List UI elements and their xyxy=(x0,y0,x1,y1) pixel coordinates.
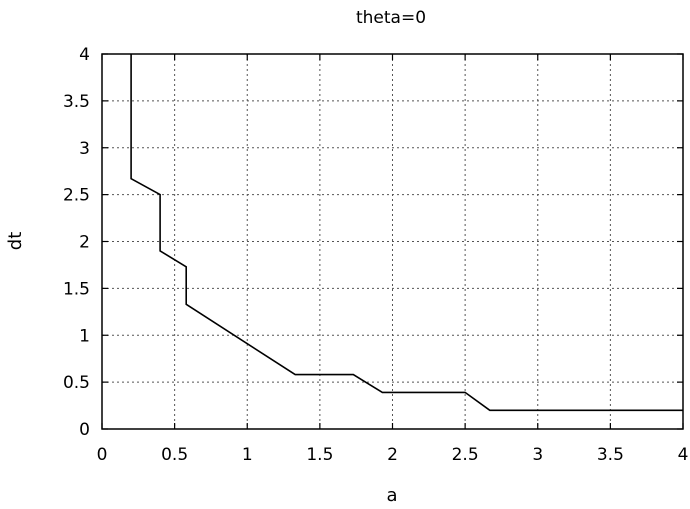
x-tick-label: 1 xyxy=(242,445,253,465)
grid xyxy=(102,54,683,429)
x-tick-label: 2.5 xyxy=(452,445,479,465)
x-tick-label: 1.5 xyxy=(306,445,333,465)
x-tick-label: 4 xyxy=(678,445,689,465)
y-tick-label: 1.5 xyxy=(63,279,90,299)
y-tick-label: 0.5 xyxy=(63,373,90,393)
x-tick-label: 3.5 xyxy=(597,445,624,465)
x-tick-label: 0.5 xyxy=(161,445,188,465)
x-tick-label: 0 xyxy=(97,445,108,465)
plot-frame xyxy=(101,53,684,430)
x-tick-label: 3 xyxy=(532,445,543,465)
x-axis-label: a xyxy=(386,485,397,506)
y-tick-label: 2.5 xyxy=(63,186,90,206)
series-layer xyxy=(130,54,683,412)
series-line xyxy=(130,54,683,412)
axis-ticks: 0 0.5 1 1.5 2 2.5 3 3.5 4 0 0.5 1 1.5 2 2.5 3 3.5 4 xyxy=(63,45,688,465)
y-axis-label: dt xyxy=(5,232,26,250)
y-tick-label: 3 xyxy=(79,139,90,159)
y-tick-label: 2 xyxy=(79,233,90,253)
x-tick-label: 2 xyxy=(387,445,398,465)
y-tick-label: 3.5 xyxy=(63,92,90,112)
y-tick-label: 0 xyxy=(79,420,90,440)
chart-title: theta=0 xyxy=(356,8,426,28)
y-tick-label: 4 xyxy=(79,45,90,65)
y-tick-label: 1 xyxy=(79,326,90,346)
